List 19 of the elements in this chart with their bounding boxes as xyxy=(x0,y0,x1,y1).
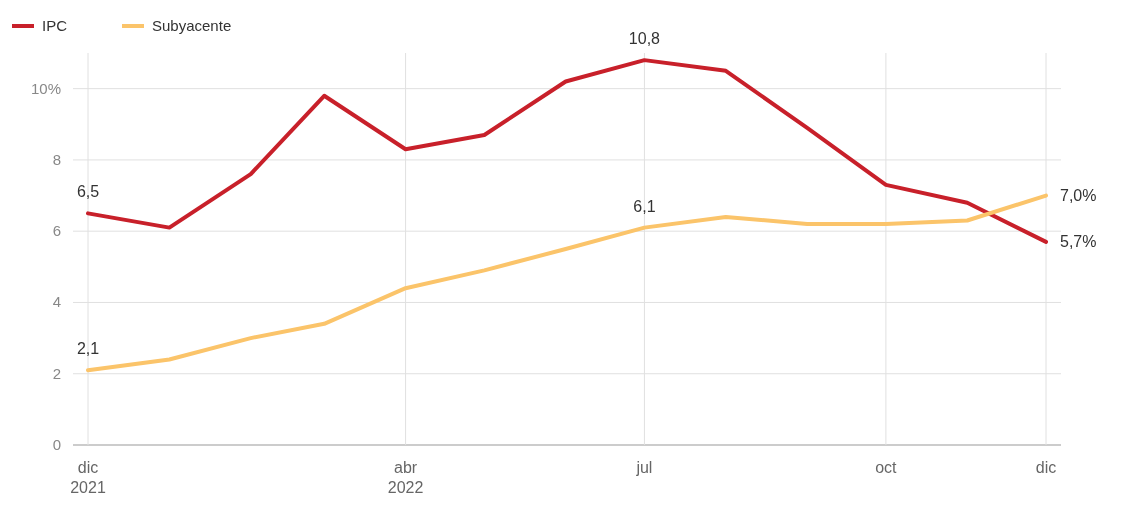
data-label: 6,5 xyxy=(76,183,100,201)
x-tick-label: oct xyxy=(875,459,898,476)
x-tick-label: dic xyxy=(1035,459,1057,476)
x-tick-label: jul xyxy=(635,459,653,476)
data-label: 6,1 xyxy=(633,197,656,215)
data-label: 2,1 xyxy=(76,340,100,358)
y-tick-label: 8 xyxy=(52,150,61,168)
y-tick-label: 6 xyxy=(52,222,61,240)
data-label: 7,0% xyxy=(1060,186,1097,204)
data-label: 5,7% xyxy=(1060,232,1097,250)
legend-label: IPC xyxy=(42,17,68,34)
y-tick-label: 10% xyxy=(30,79,61,97)
legend-label: Subyacente xyxy=(152,17,232,34)
x-tick-label: abr 2022 xyxy=(387,459,424,496)
y-tick-label: 4 xyxy=(52,293,61,311)
x-tick-label: dic 2021 xyxy=(70,459,106,496)
y-tick-label: 0 xyxy=(52,436,61,453)
y-tick-label: 2 xyxy=(52,364,61,382)
data-label: 10,8 xyxy=(628,30,661,48)
